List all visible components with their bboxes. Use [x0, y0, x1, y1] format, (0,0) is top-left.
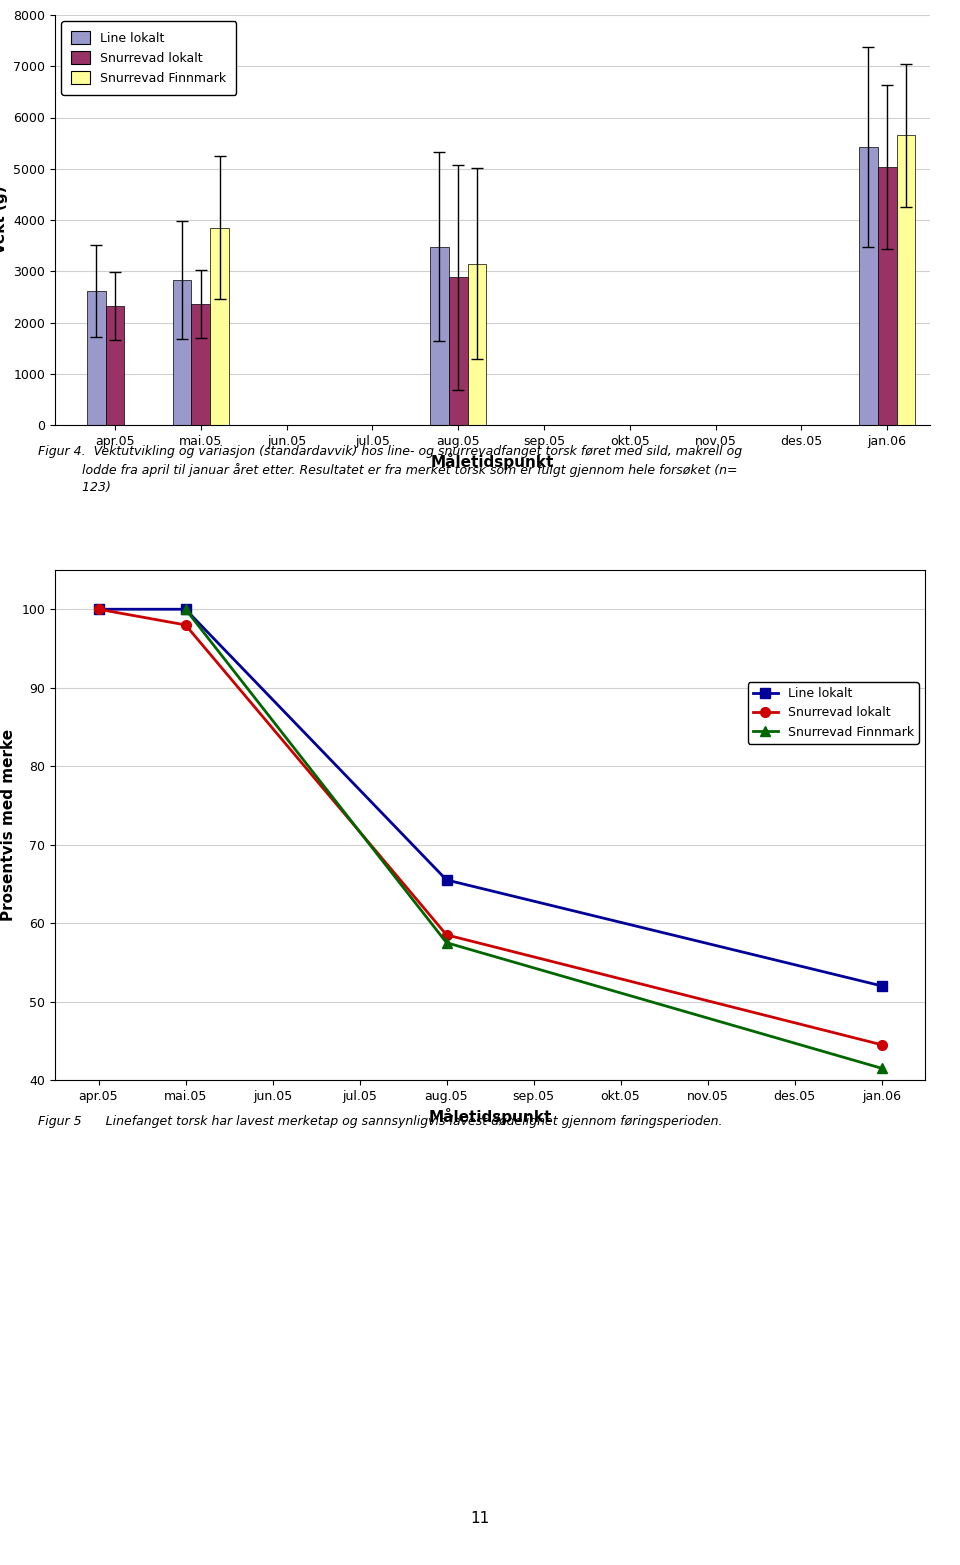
X-axis label: Måletidspunkt: Måletidspunkt	[428, 1108, 552, 1125]
Line lokalt	[93, 599, 105, 618]
Snurrevad lokalt	[180, 615, 191, 634]
Text: lodde fra april til januar året etter. Resultatet er fra merket torsk som er ful: lodde fra april til januar året etter. R…	[38, 463, 738, 477]
Snurrevad lokalt	[93, 599, 105, 618]
Bar	[210, 227, 229, 426]
Bar	[191, 304, 210, 426]
Y-axis label: Vekt (g): Vekt (g)	[0, 186, 8, 254]
X-axis label: Måletidspunkt: Måletidspunkt	[431, 454, 554, 470]
Snurrevad lokalt	[876, 1036, 887, 1055]
Bar	[173, 280, 191, 426]
Bar	[877, 167, 897, 426]
Line: Line lokalt: Line lokalt	[94, 604, 886, 991]
Line: Snurrevad Finnmark: Snurrevad Finnmark	[180, 604, 886, 1074]
Bar	[86, 291, 106, 426]
Text: Figur 5      Linefanget torsk har lavest merketap og sannsynligvis lavest dødeli: Figur 5 Linefanget torsk har lavest merk…	[38, 1114, 723, 1128]
Text: 11: 11	[470, 1510, 490, 1526]
Bar	[106, 307, 125, 426]
Legend: Line lokalt, Snurrevad lokalt, Snurrevad Finnmark: Line lokalt, Snurrevad lokalt, Snurrevad…	[748, 682, 919, 743]
Snurrevad Finnmark	[876, 1060, 887, 1078]
Line lokalt	[441, 870, 452, 889]
Bar	[859, 147, 877, 426]
Text: Figur 4.  Vektutvikling og variasjon (standardavvik) hos line- og snurrevadfange: Figur 4. Vektutvikling og variasjon (sta…	[38, 444, 742, 459]
Line: Snurrevad lokalt: Snurrevad lokalt	[94, 604, 886, 1050]
Snurrevad Finnmark	[180, 599, 191, 618]
Snurrevad Finnmark	[441, 933, 452, 952]
Snurrevad lokalt	[441, 925, 452, 944]
Bar	[430, 247, 448, 426]
Legend: Line lokalt, Snurrevad lokalt, Snurrevad Finnmark: Line lokalt, Snurrevad lokalt, Snurrevad…	[61, 22, 236, 94]
Line lokalt	[180, 599, 191, 618]
Text: 123): 123)	[38, 480, 111, 495]
Bar	[468, 263, 487, 426]
Line lokalt	[876, 977, 887, 995]
Y-axis label: Prosentvis med merke: Prosentvis med merke	[1, 729, 16, 922]
Bar	[897, 136, 916, 426]
Bar	[448, 277, 468, 426]
